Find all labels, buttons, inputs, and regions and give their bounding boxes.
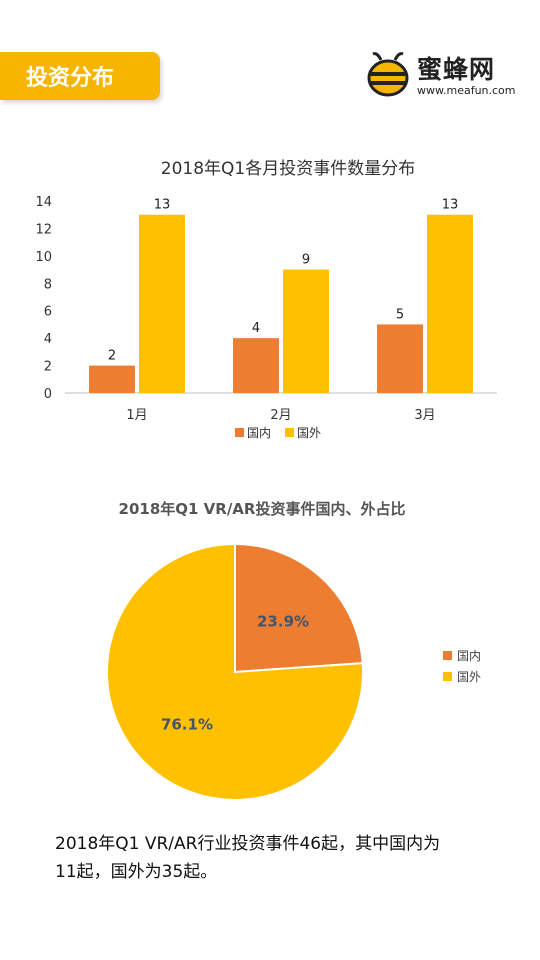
legend-swatch <box>443 651 452 660</box>
brand-url: www.meafun.com <box>417 84 516 97</box>
x-tick-label: 3月 <box>414 408 435 423</box>
legend-label: 国外 <box>457 670 481 684</box>
bar-data-label: 4 <box>252 321 260 336</box>
bar-data-label: 5 <box>396 307 404 322</box>
y-tick-label: 14 <box>35 195 52 210</box>
summary-line-1: 2018年Q1 VR/AR行业投资事件46起，其中国内为 <box>55 834 441 854</box>
bar <box>233 338 279 393</box>
y-tick-label: 6 <box>44 305 52 320</box>
x-tick-label: 1月 <box>126 408 147 423</box>
y-tick-label: 12 <box>35 222 52 237</box>
bar-data-label: 13 <box>154 198 171 213</box>
legend-label: 国内 <box>457 649 481 663</box>
bee-icon <box>367 52 409 97</box>
bar <box>283 269 329 393</box>
bar <box>139 214 185 393</box>
section-tag: 投资分布 <box>0 52 160 100</box>
bar-data-label: 13 <box>442 198 459 213</box>
summary-caption: 2018年Q1 VR/AR行业投资事件46起，其中国内为 11起，国外为35起。 <box>55 830 495 886</box>
x-tick-label: 2月 <box>270 408 291 423</box>
section-tag-label: 投资分布 <box>26 66 115 91</box>
bar <box>89 365 135 393</box>
legend-swatch <box>235 428 244 437</box>
bar-data-label: 2 <box>108 349 116 364</box>
y-tick-label: 0 <box>44 387 52 402</box>
legend-label: 国外 <box>297 426 321 440</box>
bar <box>427 214 473 393</box>
pie-data-label: 23.9% <box>257 613 309 631</box>
y-tick-label: 8 <box>44 277 52 292</box>
pie-slice <box>106 542 364 801</box>
y-tick-label: 10 <box>35 250 52 265</box>
brand-logo: 蜜蜂网 www.meafun.com <box>365 48 525 103</box>
y-tick-label: 4 <box>44 332 52 347</box>
pie-chart-title: 2018年Q1 VR/AR投资事件国内、外占比 <box>119 500 406 518</box>
brand-name: 蜜蜂网 <box>417 55 496 84</box>
legend-label: 国内 <box>247 426 271 440</box>
legend-swatch <box>443 672 452 681</box>
bar-data-label: 9 <box>302 253 310 268</box>
bar-chart-title: 2018年Q1各月投资事件数量分布 <box>161 159 415 179</box>
pie-data-label: 76.1% <box>161 715 213 733</box>
bar-chart: 2018年Q1各月投资事件数量分布 0 2 4 6 8 10 12 14 1月 2 13 2月 4 9 3月… <box>35 159 497 440</box>
y-tick-label: 2 <box>44 360 52 375</box>
bar <box>377 324 423 393</box>
summary-line-2: 11起，国外为35起。 <box>55 862 218 882</box>
pie-slice <box>234 542 364 674</box>
legend-swatch <box>285 428 294 437</box>
